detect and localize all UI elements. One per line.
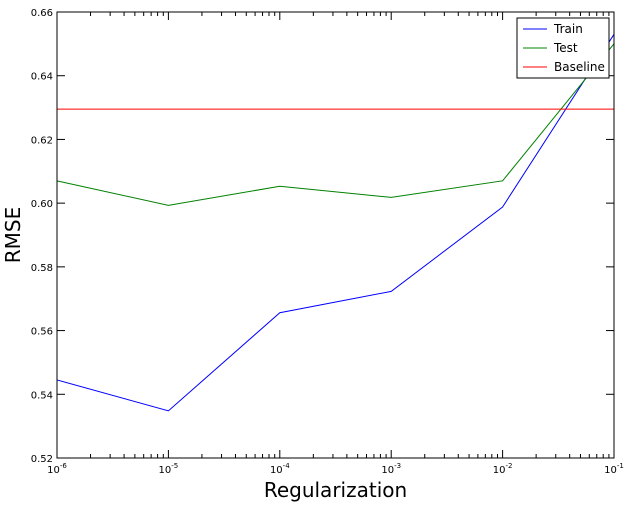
plot-frame xyxy=(56,11,615,459)
y-tick-label: 0.52 xyxy=(31,454,53,465)
legend-label-train: Train xyxy=(553,22,583,36)
x-tick-label: 10-3 xyxy=(381,462,401,476)
x-tick-label: 10-6 xyxy=(47,462,67,476)
x-tick-label: 10-4 xyxy=(270,462,290,476)
y-axis-title: RMSE xyxy=(1,207,25,263)
x-tick-label: 10-1 xyxy=(604,462,624,476)
y-tick-label: 0.60 xyxy=(31,199,53,210)
y-tick-label: 0.62 xyxy=(31,135,53,146)
legend-label-test: Test xyxy=(553,41,578,55)
series-line-test xyxy=(56,43,615,206)
legend: Train Test Baseline xyxy=(516,17,610,79)
series-line-train xyxy=(56,34,615,412)
plot-background xyxy=(57,12,614,458)
x-tick-label: 10-2 xyxy=(493,462,513,476)
y-tick-label: 0.58 xyxy=(31,263,53,274)
x-tick-label: 10-5 xyxy=(159,462,179,476)
y-tick-label: 0.56 xyxy=(31,327,53,338)
y-tick-label: 0.64 xyxy=(31,72,53,83)
ticks-layer: 10-6 10-5 10-4 10-3 10-2 10-1 0.52 0.54 0.56 0.58… xyxy=(31,8,624,476)
y-tick-label: 0.54 xyxy=(31,390,53,401)
y-tick-label: 0.66 xyxy=(31,8,53,19)
legend-label-baseline: Baseline xyxy=(554,60,605,74)
x-axis-title: Regularization xyxy=(264,478,407,502)
series-layer xyxy=(56,34,615,412)
